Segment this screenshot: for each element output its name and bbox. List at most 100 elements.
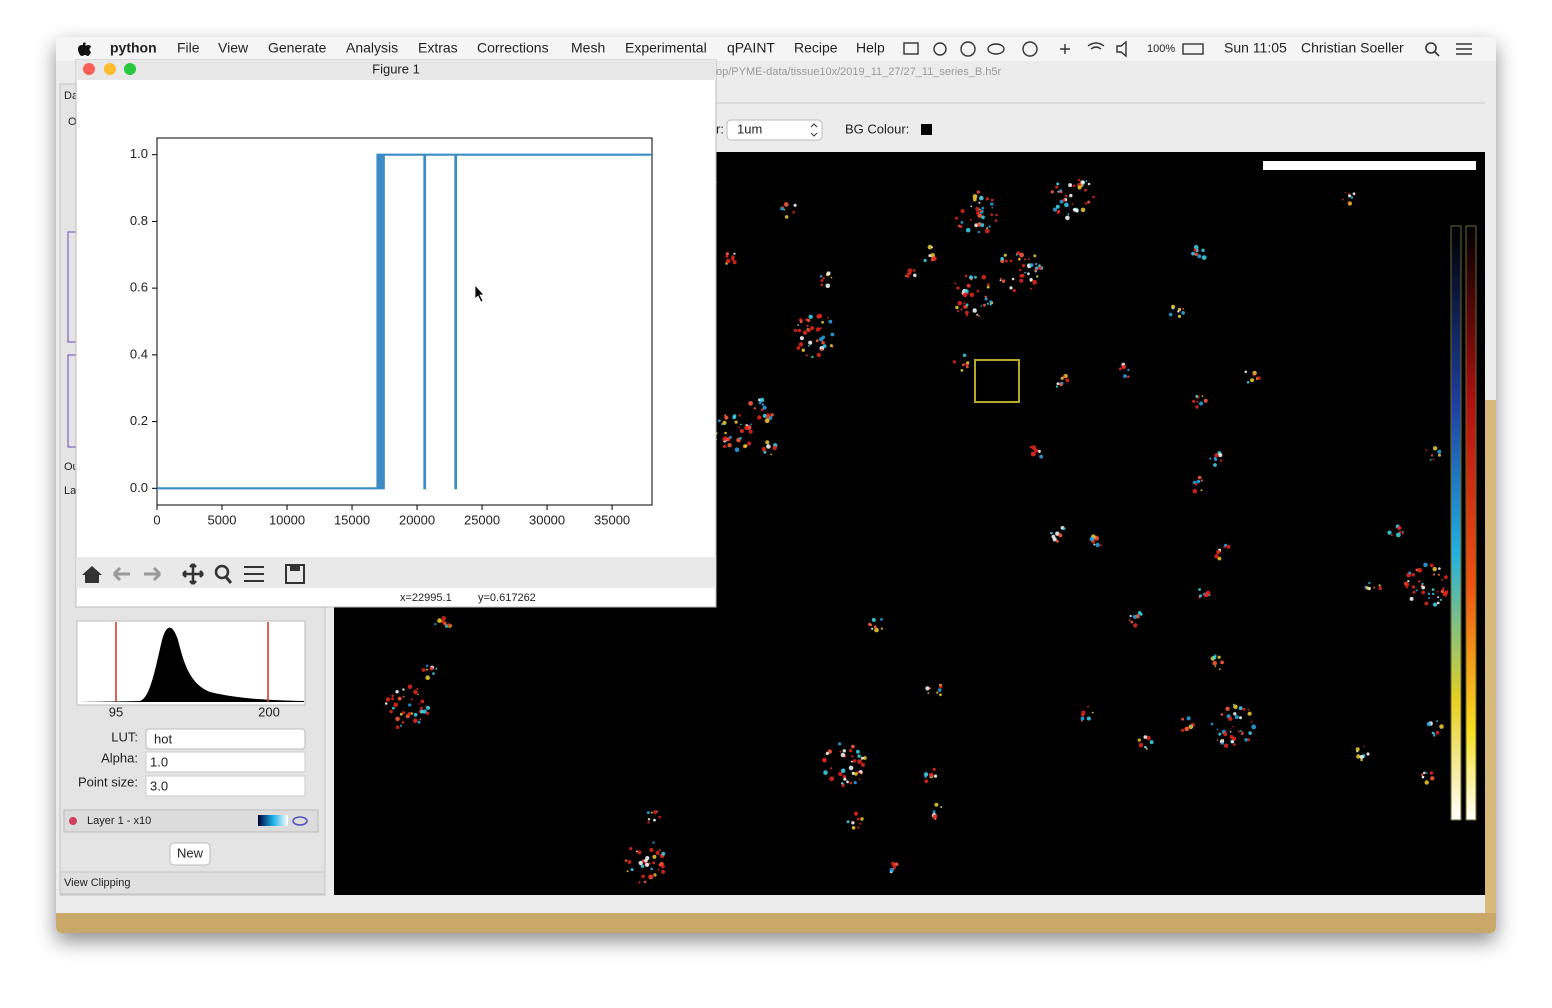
spot — [1442, 591, 1448, 597]
new-button[interactable] — [169, 842, 211, 866]
view-clipping-header[interactable] — [59, 871, 326, 895]
visibility-toggle[interactable] — [292, 816, 308, 826]
clock[interactable]: Sun 11:05 — [1224, 40, 1287, 56]
close-button[interactable] — [83, 63, 95, 75]
scale-value[interactable]: 1um — [737, 121, 762, 136]
alpha-input[interactable] — [145, 751, 306, 773]
menu-item[interactable]: Extras — [418, 40, 458, 56]
spot — [981, 274, 987, 280]
spot — [1432, 592, 1435, 596]
menu-item[interactable]: Analysis — [346, 40, 398, 56]
spot — [1409, 596, 1414, 601]
menu-item[interactable]: File — [177, 40, 200, 56]
point-size-input[interactable] — [145, 775, 306, 797]
data-line — [157, 153, 652, 490]
histogram-shape — [78, 627, 304, 702]
spot — [932, 767, 936, 772]
spot — [1031, 445, 1037, 450]
spot — [1359, 755, 1364, 759]
tab-label[interactable]: Ou — [64, 461, 79, 473]
layer-name[interactable]: Layer 1 - x10 — [87, 815, 151, 827]
menu-item[interactable]: Generate — [268, 40, 327, 56]
tab-label[interactable]: O — [68, 116, 77, 128]
layer-row[interactable] — [63, 809, 319, 833]
spot — [853, 811, 859, 816]
spot — [395, 690, 399, 694]
lut-value[interactable]: hot — [154, 731, 172, 746]
spot — [808, 344, 810, 347]
spot — [1077, 178, 1081, 182]
spot — [1201, 395, 1204, 397]
spot — [849, 749, 853, 753]
spot — [981, 206, 985, 210]
spot — [722, 436, 727, 442]
spot — [1071, 203, 1074, 205]
spot — [1127, 375, 1130, 378]
spot — [441, 619, 445, 624]
scale-select[interactable] — [726, 119, 823, 141]
tab-label[interactable]: La — [64, 485, 77, 497]
spot — [724, 431, 727, 435]
spot — [407, 712, 412, 716]
spot — [635, 850, 638, 853]
lut-select[interactable] — [145, 728, 306, 750]
spot — [1146, 735, 1151, 741]
point-size-value[interactable]: 3.0 — [150, 778, 168, 793]
spot — [733, 252, 736, 255]
axes-frame — [156, 137, 653, 506]
zoom-button[interactable] — [124, 63, 136, 75]
spot — [1127, 368, 1130, 372]
spot — [638, 860, 643, 866]
menu-item[interactable]: Corrections — [477, 40, 549, 56]
spot — [1231, 736, 1237, 742]
spot — [1436, 590, 1439, 593]
spot — [1143, 735, 1148, 739]
spot — [1347, 201, 1351, 204]
tab-label[interactable]: Da — [64, 90, 79, 102]
menu-item[interactable]: Experimental — [625, 40, 707, 56]
spot — [1244, 738, 1248, 742]
menu-item[interactable]: Recipe — [794, 40, 838, 56]
y-tick-label: 0.4 — [130, 346, 148, 361]
spot — [1373, 586, 1376, 589]
spot — [854, 772, 858, 776]
spot — [1024, 258, 1026, 261]
new-button-label[interactable]: New — [177, 845, 204, 860]
bg-colour-swatch[interactable] — [921, 124, 932, 135]
spot — [871, 627, 874, 630]
spot — [641, 874, 645, 879]
spot — [1437, 573, 1440, 576]
spot — [907, 268, 913, 273]
spot — [1186, 716, 1191, 721]
alpha-value[interactable]: 1.0 — [150, 754, 168, 769]
menu-app[interactable]: python — [110, 40, 157, 56]
figure-window: Figure 1 x=22995.1 y=0.617262 0.0 0.2 0.4 0… — [75, 59, 717, 608]
spot — [1055, 185, 1059, 189]
x-tick-label: 30000 — [529, 512, 565, 527]
selection-box[interactable] — [974, 359, 1020, 403]
spot — [738, 426, 740, 429]
spot — [1411, 573, 1415, 577]
menu-item[interactable]: qPAINT — [727, 40, 775, 56]
spot — [1118, 367, 1122, 371]
spot — [1225, 706, 1230, 711]
apple-logo[interactable] — [78, 42, 91, 56]
minimize-button[interactable] — [104, 63, 116, 75]
view-clipping-label[interactable]: View Clipping — [64, 877, 130, 889]
spot — [724, 415, 729, 420]
spot — [1216, 739, 1219, 741]
spotlight-and-list[interactable] — [1425, 42, 1472, 57]
spot — [766, 413, 771, 418]
menu-item[interactable]: View — [218, 40, 249, 56]
spot — [762, 405, 767, 410]
spot — [738, 414, 741, 417]
spot — [822, 276, 825, 280]
user-name[interactable]: Christian Soeller — [1301, 40, 1404, 56]
menu-item[interactable]: Mesh — [571, 40, 605, 56]
spot — [830, 332, 835, 337]
spot — [1081, 713, 1085, 717]
spot — [420, 709, 424, 714]
spot — [425, 675, 431, 680]
toolbar-icons[interactable] — [82, 563, 305, 585]
menu-item[interactable]: Help — [856, 40, 885, 56]
